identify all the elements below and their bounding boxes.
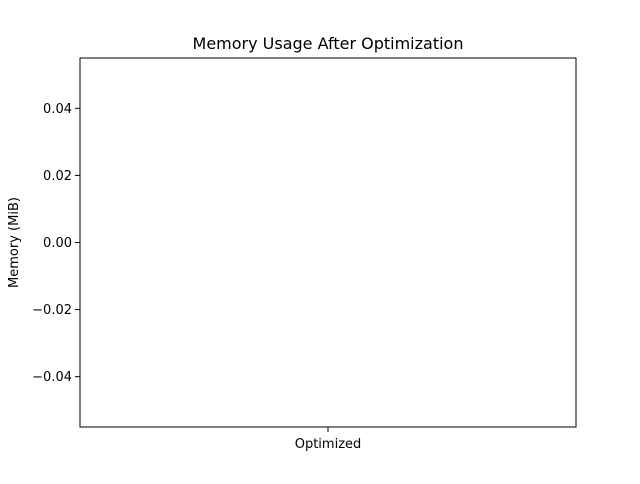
y-tick-label: −0.04 xyxy=(32,370,72,385)
y-tick-label: 0.02 xyxy=(43,169,72,184)
x-tick-label: Optimized xyxy=(295,437,362,452)
y-axis-ticks: 0.04 0.02 0.00 −0.02 −0.04 xyxy=(32,102,80,385)
plot-area-frame xyxy=(79,57,577,428)
chart-title: Memory Usage After Optimization xyxy=(193,34,464,53)
y-tick-label: −0.02 xyxy=(32,303,72,318)
x-axis-ticks: Optimized xyxy=(295,427,362,452)
y-tick-label: 0.00 xyxy=(43,236,72,251)
y-axis-label: Memory (MiB) xyxy=(7,197,22,288)
y-tick-label: 0.04 xyxy=(43,102,72,117)
